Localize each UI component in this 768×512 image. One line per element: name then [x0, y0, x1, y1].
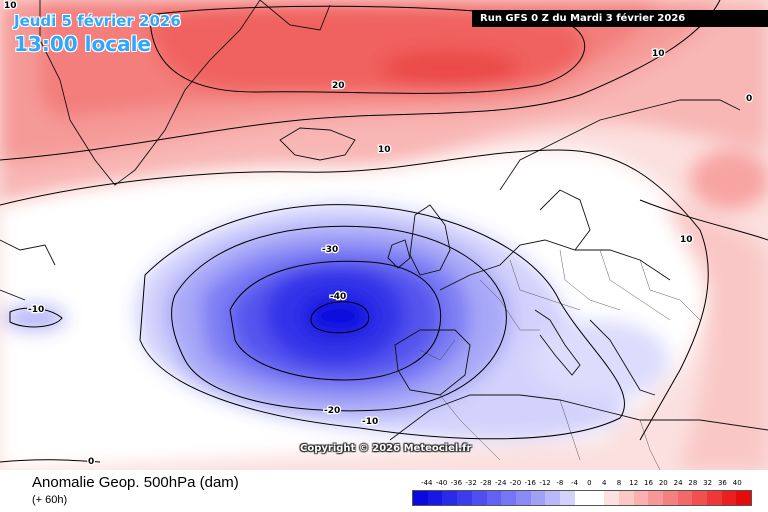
contour-minus-10 [139, 204, 626, 440]
legend-swatch [604, 491, 619, 505]
label-minus-40: -40 [330, 292, 346, 302]
legend-swatch [707, 491, 722, 505]
legend-swatch [662, 491, 678, 505]
legend-tick-label: 36 [717, 479, 727, 487]
legend-tick-label: -44 [421, 479, 433, 487]
forecast-date: Jeudi 5 février 2026 [14, 12, 181, 30]
legend-tick-labels: -44 -40 -36 -32 -28 -24 -20 -16 -12 -8 -4 0 4 8 12 16 20… [412, 479, 752, 489]
legend-tick-label: 4 [601, 479, 607, 487]
legend-swatch [574, 491, 590, 505]
legend-swatch [457, 491, 472, 505]
label-zero-east: 0 [746, 94, 752, 104]
legend-tick-label: -20 [509, 479, 522, 487]
italy-coast [534, 309, 581, 376]
legend-swatch [560, 491, 575, 505]
legend-tick-label: 0 [587, 479, 592, 487]
legend-swatch [721, 491, 737, 505]
legend-tick-label: 12 [629, 479, 639, 487]
coastlines [0, 0, 768, 441]
iberia-coast [394, 329, 471, 396]
contour-zero-south [0, 459, 101, 463]
lead-time: (+ 60h) [32, 494, 68, 506]
label-plus-10-greenland: 10 [378, 145, 391, 155]
legend-tick-label: 24 [673, 479, 683, 487]
legend-swatch [618, 491, 634, 505]
legend-swatch [589, 491, 605, 505]
contour-minus-30 [229, 260, 442, 381]
anomaly-map: -40 -30 -20 -10 -10 0 20 10 10 0 10 10 [0, 0, 768, 470]
label-minus-20: -20 [324, 406, 340, 416]
legend-tick-label: 20 [658, 479, 668, 487]
model-run-info: Run GFS 0 Z du Mardi 3 février 2026 [472, 10, 768, 27]
legend-swatch [515, 491, 531, 505]
label-minus-10-west: -10 [28, 305, 44, 315]
legend-tick-label: 28 [688, 479, 698, 487]
legend-tick-label: -4 [571, 479, 579, 487]
contour-zero [0, 149, 709, 441]
legend-swatch [692, 491, 708, 505]
legend-tick-label: -12 [539, 479, 551, 487]
contour-minus-10-west [9, 307, 63, 328]
forecast-local-time: 13:00 locale [14, 32, 151, 56]
legend-swatch [442, 491, 458, 505]
legend-swatch [677, 491, 693, 505]
legend-tick-label: -16 [524, 479, 536, 487]
legend-swatch [736, 491, 752, 505]
legend-tick-label: -36 [450, 479, 463, 487]
label-plus-10-norway: 10 [652, 49, 665, 59]
contour-plus-10 [0, 0, 721, 161]
anomaly-shading [0, 0, 768, 470]
label-minus-10-south: -10 [362, 417, 378, 427]
legend-swatch [413, 491, 428, 505]
parameter-title: Anomalie Geop. 500hPa (dam) [32, 474, 239, 491]
label-corner-10: 10 [4, 1, 17, 11]
legend-swatch [471, 491, 487, 505]
scandinavia-coast [499, 99, 741, 191]
contour-plus-10-east [639, 199, 768, 241]
legend-color-scale [412, 490, 752, 506]
legend-tick-label: -28 [480, 479, 492, 487]
label-plus-10-mediterranean: 10 [680, 235, 693, 245]
iceland-coast [279, 127, 356, 161]
legend-swatch [530, 491, 546, 505]
legend-tick-label: -8 [556, 479, 564, 487]
country-borders [419, 249, 701, 470]
legend-swatch [648, 491, 663, 505]
legend-swatch [633, 491, 649, 505]
legend-swatch [486, 491, 502, 505]
anomaly-contours [0, 0, 768, 463]
legend-tick-label: 16 [644, 479, 653, 487]
legend-swatch [427, 491, 443, 505]
copyright-notice: Copyright © 2026 Meteociel.fr [300, 443, 472, 454]
label-plus-20: 20 [332, 81, 345, 91]
legend-tick-label: 32 [703, 479, 713, 487]
legend-tick-label: -32 [465, 479, 477, 487]
contour-minus-40 [310, 301, 370, 334]
greenland-coast [39, 0, 261, 186]
legend-swatch [501, 491, 516, 505]
legend-tick-label: -24 [494, 479, 507, 487]
europe-coast [439, 239, 671, 291]
legend-tick-label: -40 [435, 479, 448, 487]
label-minus-30: -30 [322, 245, 338, 255]
british-isles-coast [409, 204, 451, 276]
legend-swatch [545, 491, 561, 505]
legend-tick-label: 40 [732, 479, 742, 487]
contour-minus-20 [171, 225, 507, 412]
label-zero-south: 0 [88, 457, 94, 467]
contour-plus-20 [149, 5, 586, 94]
legend-tick-label: 8 [616, 479, 622, 487]
